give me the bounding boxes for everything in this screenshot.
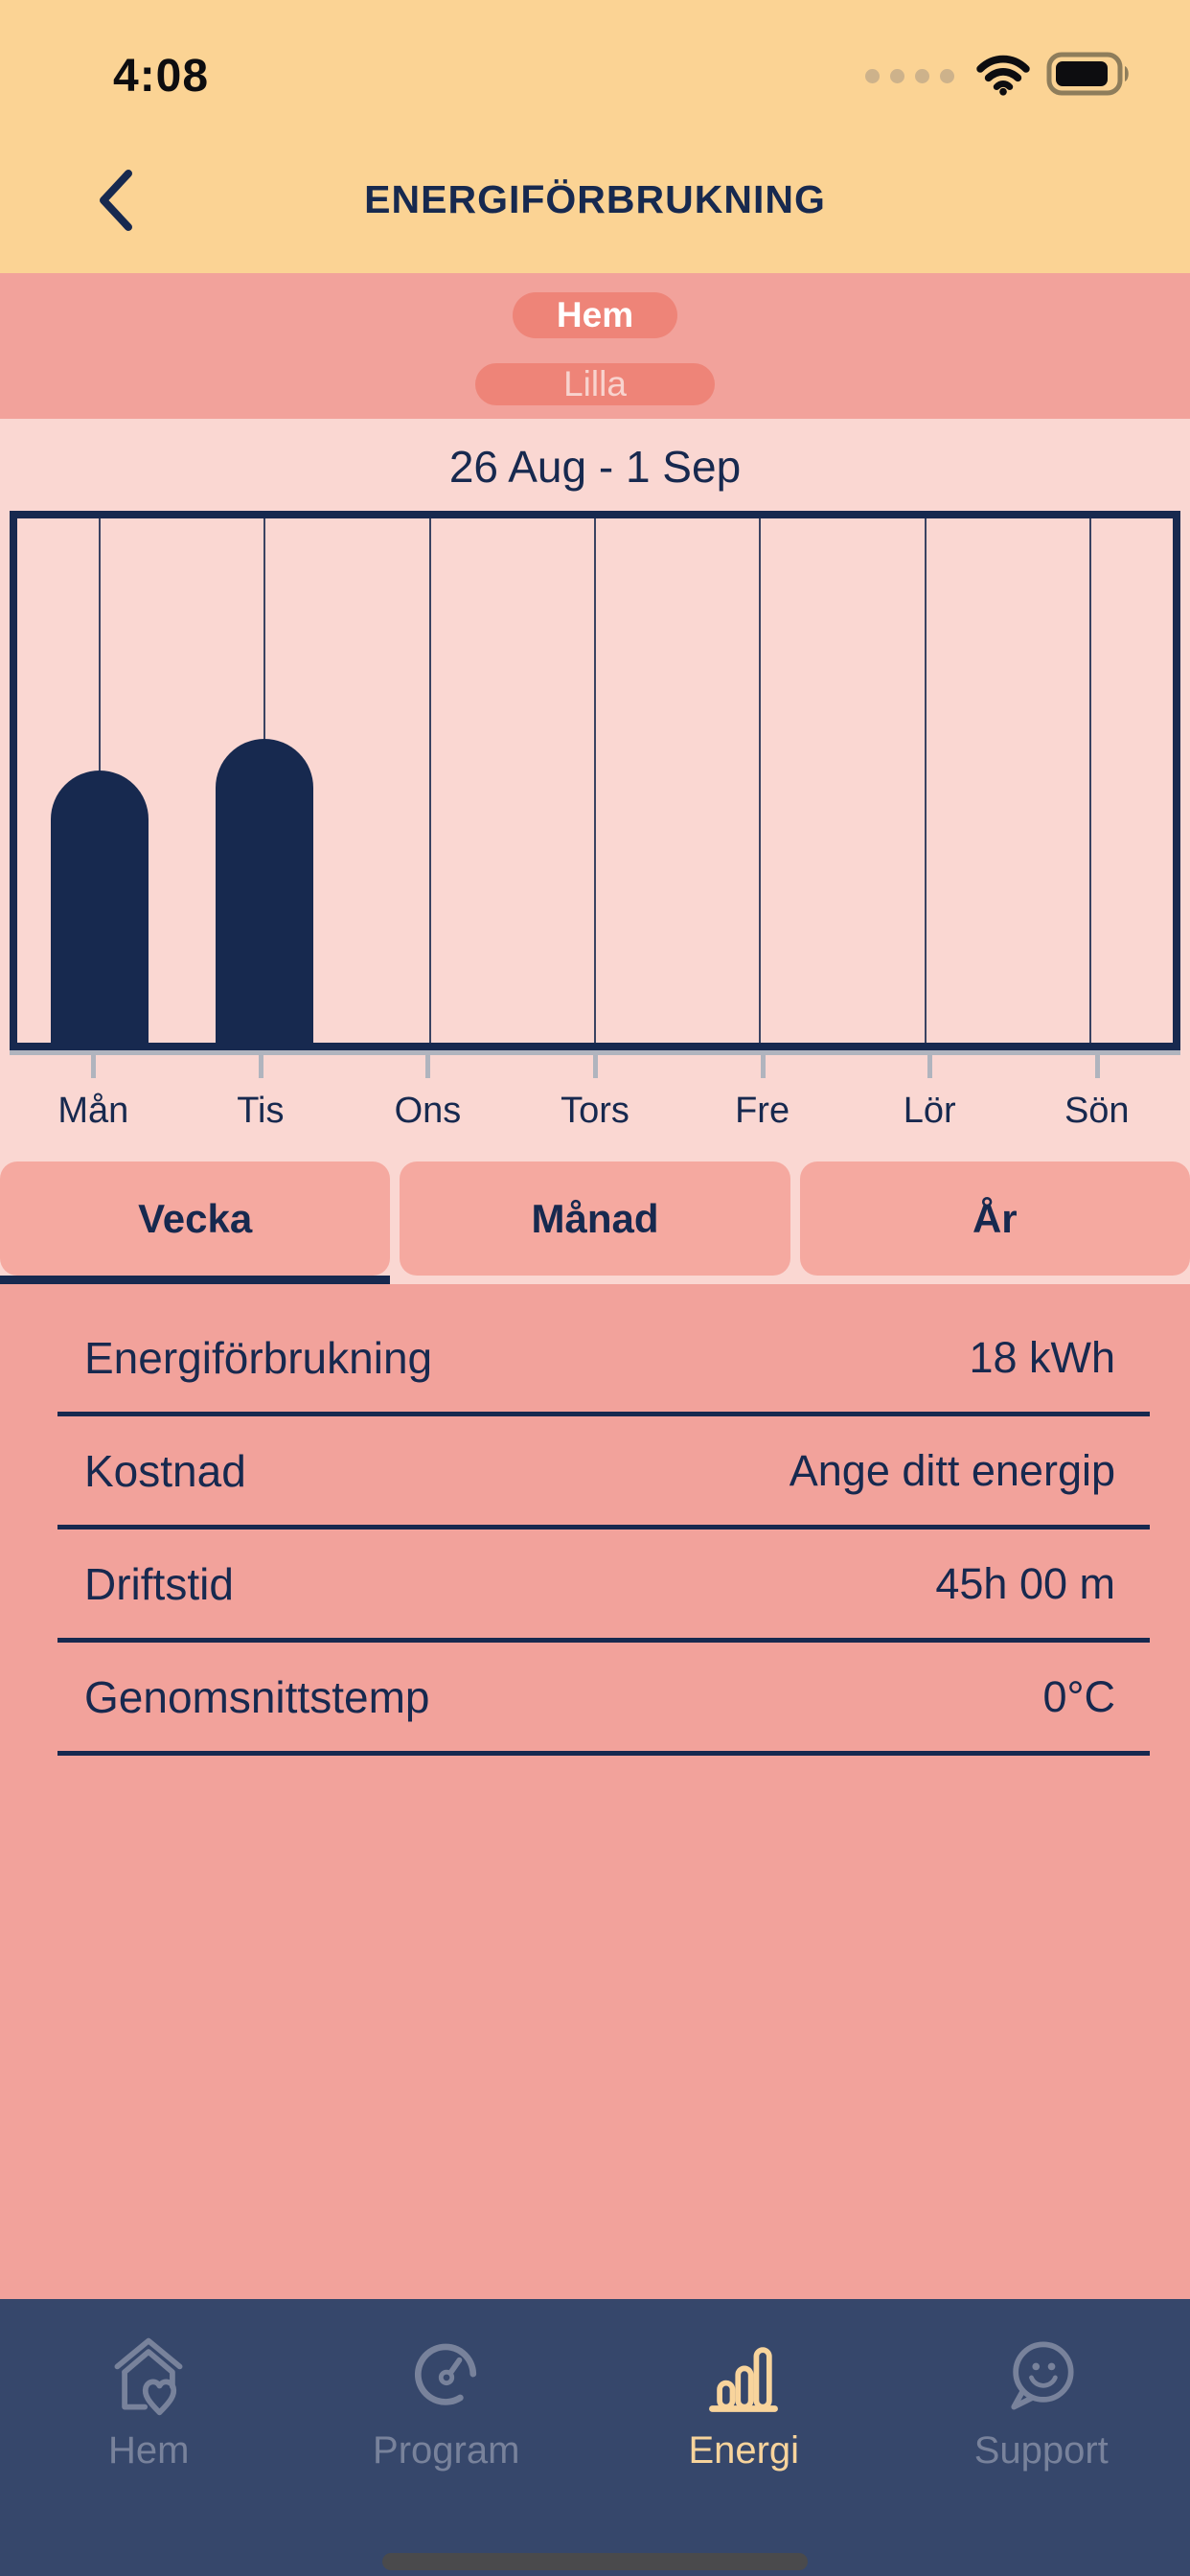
stat-label: Kostnad (84, 1445, 246, 1496)
bar-chart-icon (709, 2347, 779, 2412)
axis-label-fri: Fre (735, 1091, 790, 1131)
x-axis-line (10, 1050, 1180, 1055)
back-button[interactable] (92, 166, 138, 235)
chart-column (1008, 518, 1173, 1043)
chart-column (677, 518, 842, 1043)
nav-item-hem[interactable]: Hem (0, 2332, 298, 2472)
tab-month-wrap: Månad (400, 1162, 790, 1284)
axis-label-wed: Ons (394, 1091, 462, 1131)
nav-label: Support (973, 2429, 1109, 2472)
axis-label-mon: Mån (57, 1091, 129, 1131)
stat-value: 18 kWh (969, 1332, 1115, 1382)
device-selector-pill[interactable]: Lilla (475, 363, 715, 405)
row-runtime: Driftstid 45h 00 m (57, 1530, 1150, 1643)
chart-column (842, 518, 1007, 1043)
chart-section: 26 Aug - 1 Sep Mån Tis Ons Tors Fre Lör … (0, 419, 1190, 1162)
row-cost[interactable]: Kostnad Ange ditt energip (57, 1416, 1150, 1530)
period-tabs: Vecka Månad År (0, 1162, 1190, 1284)
nav-item-support[interactable]: Support (893, 2332, 1190, 2472)
tab-year[interactable]: År (799, 1162, 1190, 1276)
titlebar: ENERGIFÖRBRUKNING (0, 126, 1190, 273)
stat-value: 0°C (1042, 1671, 1115, 1721)
chart-column (513, 518, 677, 1043)
row-energy-consumption: Energiförbrukning 18 kWh (57, 1303, 1150, 1416)
battery-icon (1046, 52, 1134, 101)
bar-tue (216, 738, 314, 1043)
stat-value-energy-price-prompt[interactable]: Ange ditt energip (789, 1445, 1115, 1495)
tab-month[interactable]: Månad (400, 1162, 790, 1276)
page-title: ENERGIFÖRBRUKNING (364, 177, 826, 221)
x-axis-labels: Mån Tis Ons Tors Fre Lör Sön (10, 1080, 1180, 1134)
chart-column (348, 518, 513, 1043)
status-time: 4:08 (113, 50, 210, 102)
bar-mon (51, 770, 149, 1043)
tab-week-wrap: Vecka (0, 1162, 391, 1284)
timer-dial-icon (414, 2343, 476, 2405)
cellular-signal-icon (865, 68, 954, 83)
status-icons (865, 52, 1134, 101)
bottom-nav: Hem Program Energi (0, 2299, 1190, 2576)
chart-column (17, 518, 182, 1043)
house-heart-icon (114, 2337, 183, 2416)
stat-label: Driftstid (84, 1558, 234, 1609)
tab-week[interactable]: Vecka (0, 1162, 391, 1276)
axis-label-tue: Tis (237, 1091, 285, 1131)
nav-item-program[interactable]: Program (298, 2332, 596, 2472)
x-axis-ticks (10, 1055, 1180, 1080)
wifi-icon (975, 52, 1031, 101)
stat-label: Energiförbrukning (84, 1332, 433, 1383)
chart-column (182, 518, 347, 1043)
axis-label-sat: Lör (903, 1091, 956, 1131)
weekly-bar-chart (10, 511, 1180, 1050)
nav-label: Program (373, 2429, 520, 2472)
home-indicator[interactable] (382, 2553, 808, 2570)
stat-label: Genomsnittstemp (84, 1671, 430, 1722)
nav-item-energi[interactable]: Energi (595, 2332, 893, 2472)
active-tab-underline (0, 1276, 391, 1284)
status-bar: 4:08 (0, 0, 1190, 126)
stat-value: 45h 00 m (935, 1558, 1115, 1608)
axis-label-thu: Tors (561, 1091, 629, 1131)
stats-section: Energiförbrukning 18 kWh Kostnad Ange di… (0, 1284, 1190, 2299)
date-range-label: 26 Aug - 1 Sep (448, 442, 742, 492)
axis-label-sun: Sön (1064, 1091, 1130, 1131)
row-average-temp: Genomsnittstemp 0°C (57, 1643, 1150, 1756)
location-banner: Hem Lilla (0, 273, 1190, 419)
chat-smiley-icon (1011, 2341, 1074, 2410)
chevron-left-icon (100, 169, 132, 231)
home-selector-pill[interactable]: Hem (512, 292, 678, 338)
nav-label: Hem (108, 2429, 190, 2472)
nav-label: Energi (688, 2429, 800, 2472)
header: 4:08 (0, 0, 1190, 273)
tab-year-wrap: År (799, 1162, 1190, 1284)
